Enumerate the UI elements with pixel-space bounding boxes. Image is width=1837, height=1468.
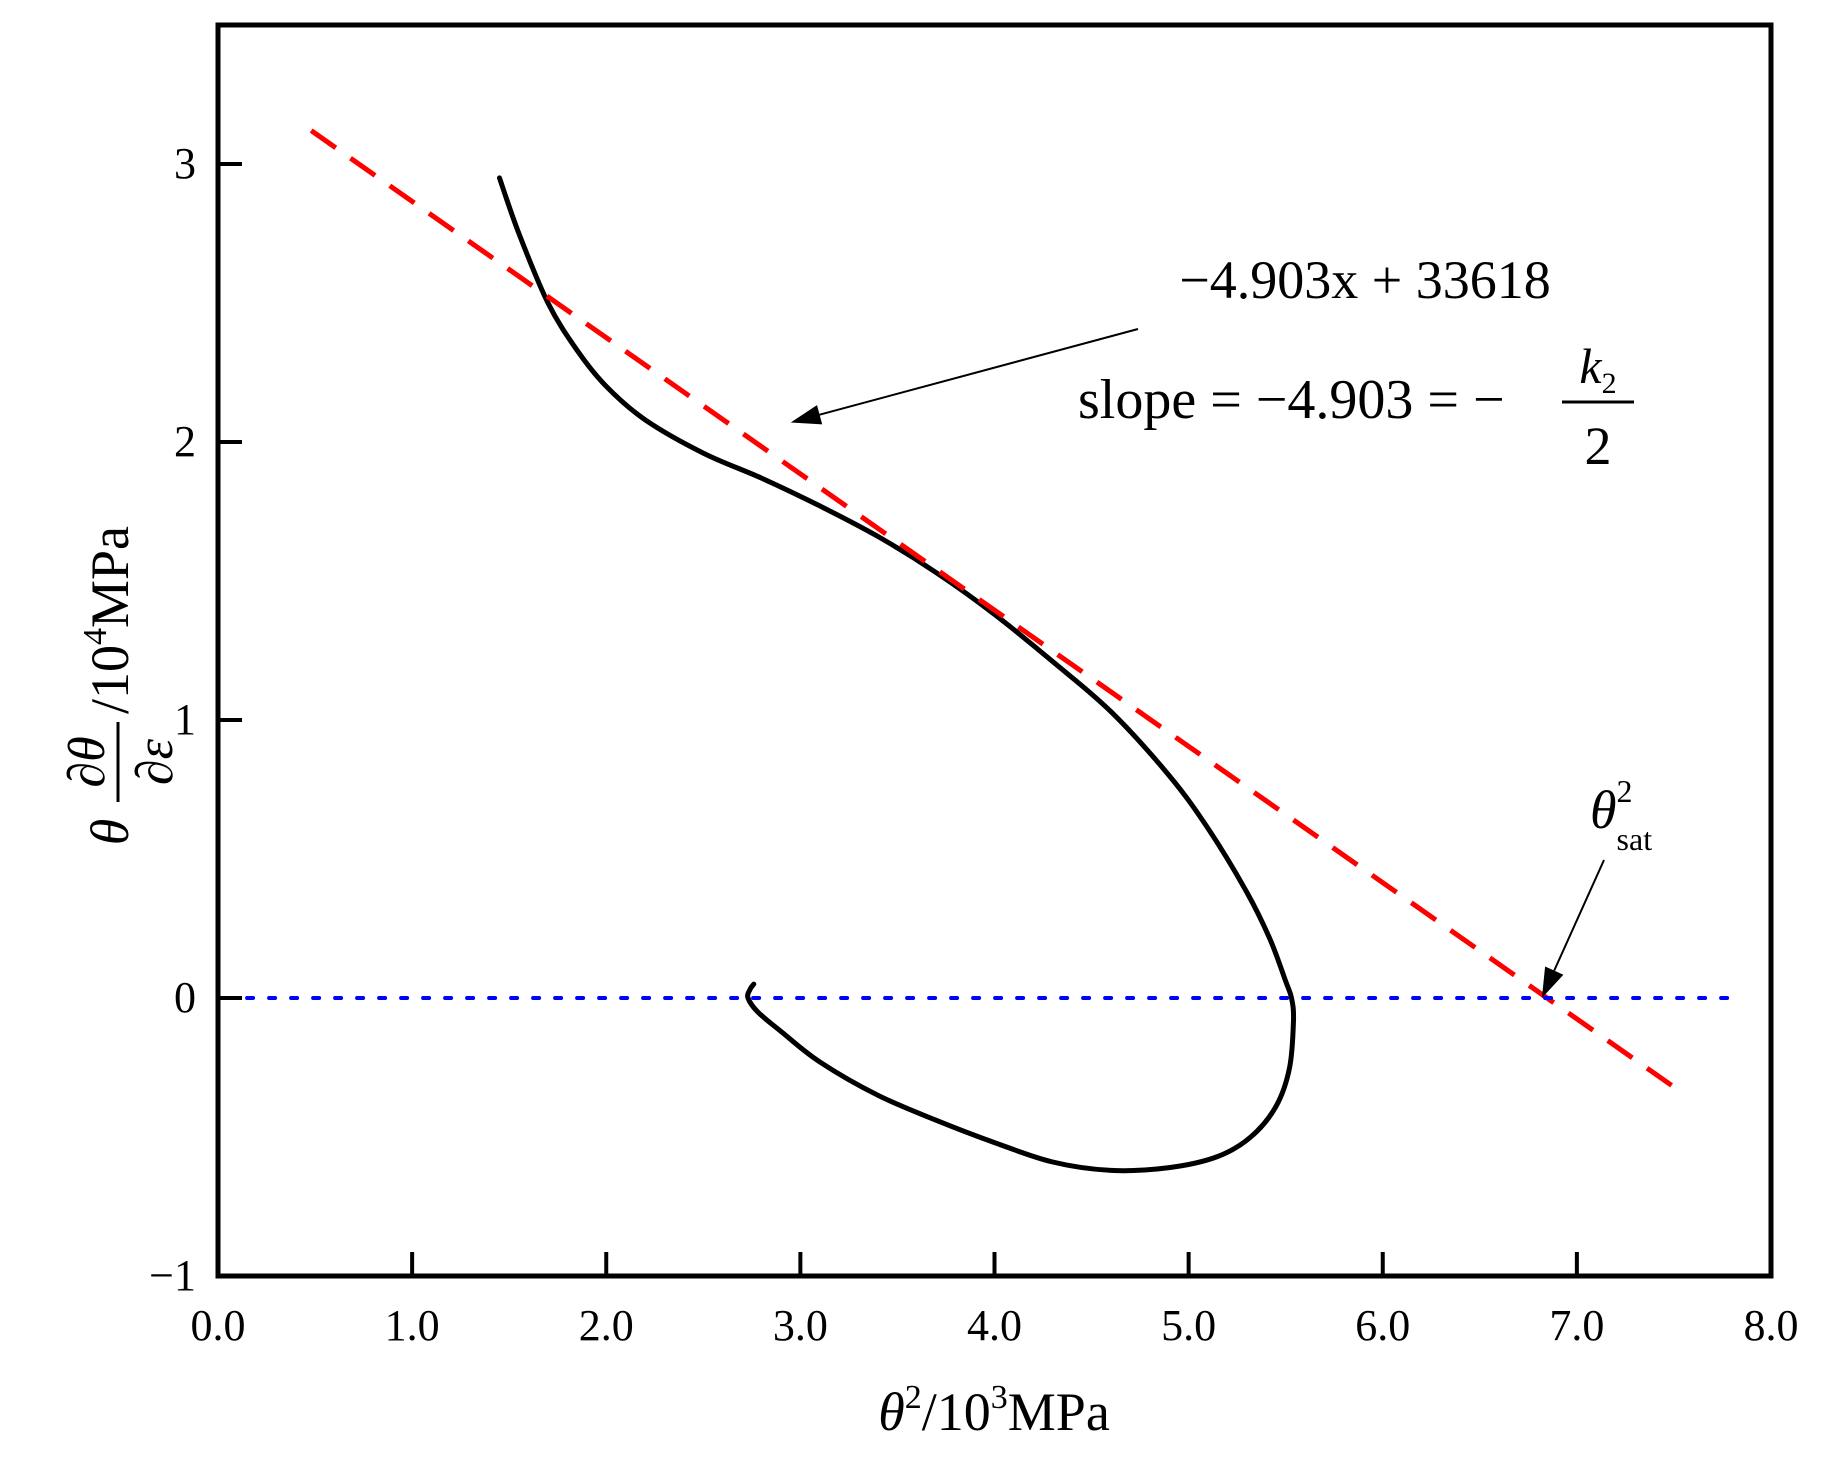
y-axis-num: ∂θ bbox=[59, 736, 116, 787]
theta-sat-label: θ2 sat bbox=[1590, 773, 1652, 857]
y-axis-unit-exp: 4 bbox=[77, 628, 114, 645]
slope-frac-num: k2 bbox=[1579, 338, 1616, 400]
y-axis-sep: /10 bbox=[80, 645, 140, 714]
y-axis-unit: MPa bbox=[80, 526, 140, 628]
theta-sat-sup: 2 bbox=[1617, 773, 1633, 809]
sat-arrowhead bbox=[1541, 966, 1564, 998]
x-axis-unit-exp: 3 bbox=[991, 1379, 1008, 1416]
y-tick-label: 1 bbox=[174, 695, 196, 744]
slope-frac-den: 2 bbox=[1585, 416, 1612, 476]
x-tick-label: 4.0 bbox=[967, 1301, 1022, 1350]
y-tick-label: −1 bbox=[149, 1251, 196, 1300]
sat-arrow-line bbox=[1553, 859, 1605, 972]
plot-frame bbox=[215, 22, 1774, 1279]
x-tick-label: 3.0 bbox=[773, 1301, 828, 1350]
y-axis-den: ∂ε bbox=[127, 738, 184, 785]
theta-sat-symbol: θ bbox=[1590, 780, 1617, 840]
x-tick-label: 5.0 bbox=[1161, 1301, 1216, 1350]
x-axis-symbol: θ bbox=[878, 1382, 905, 1442]
fit-equation-label: −4.903x + 33618 bbox=[1179, 250, 1550, 310]
y-tick-label: 0 bbox=[174, 973, 196, 1022]
x-axis-title: θ2/103MPa bbox=[878, 1379, 1110, 1442]
theta-sat-sub: sat bbox=[1617, 821, 1653, 857]
series-linear-fit bbox=[309, 128, 1676, 1090]
slope-frac-num-symbol: k bbox=[1579, 338, 1602, 394]
slope-label: slope = −4.903 = − bbox=[1078, 369, 1505, 431]
x-tick-label: 7.0 bbox=[1549, 1301, 1604, 1350]
y-axis-prefix: θ bbox=[80, 819, 140, 846]
slope-frac-num-sub: 2 bbox=[1602, 367, 1617, 400]
y-tick-label: 2 bbox=[174, 417, 196, 466]
x-tick-label: 0.0 bbox=[191, 1301, 246, 1350]
tick-labels: 0.0 1.0 2.0 3.0 4.0 5.0 6.0 7.0 8.0 −1 0 1 2 3 bbox=[149, 139, 1798, 1350]
series-group bbox=[245, 128, 1744, 1174]
series-hardening-curve bbox=[497, 175, 1297, 1174]
y-tick-label: 3 bbox=[174, 139, 196, 188]
x-axis-exp: 2 bbox=[905, 1379, 922, 1416]
x-axis-unit: MPa bbox=[1008, 1382, 1110, 1442]
x-tick-label: 1.0 bbox=[385, 1301, 440, 1350]
x-tick-label: 2.0 bbox=[579, 1301, 634, 1350]
fit-arrowhead bbox=[790, 405, 823, 425]
fit-arrow-line bbox=[819, 328, 1139, 416]
tick-marks bbox=[216, 162, 1773, 1278]
y-axis-title: θ ∂θ ∂ε /104MPa bbox=[59, 526, 184, 845]
y-axis-unit-label: /104MPa bbox=[77, 526, 140, 714]
x-tick-label: 6.0 bbox=[1355, 1301, 1410, 1350]
x-axis-sep: /10 bbox=[922, 1382, 991, 1442]
x-tick-label: 8.0 bbox=[1744, 1301, 1799, 1350]
